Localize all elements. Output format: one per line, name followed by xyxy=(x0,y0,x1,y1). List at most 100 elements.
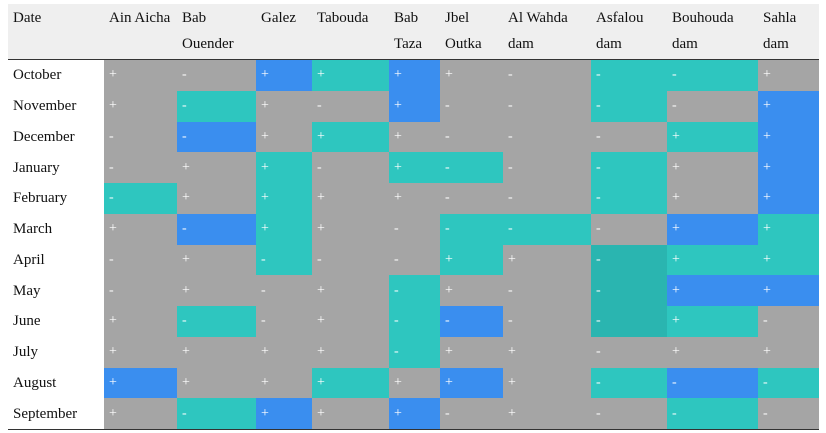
table-cell: - xyxy=(312,90,389,122)
table-cell: - xyxy=(591,183,667,214)
row-date-label: March xyxy=(8,213,104,245)
table-cell: - xyxy=(177,90,256,122)
table-cell: + xyxy=(667,121,758,153)
table-cell: - xyxy=(591,90,667,122)
table-cell: - xyxy=(758,306,819,337)
table-cell: - xyxy=(591,398,667,430)
table-cell: - xyxy=(503,59,591,91)
table-cell: + xyxy=(256,213,312,245)
row-date-label: December xyxy=(8,121,104,153)
table-cell: + xyxy=(177,336,256,368)
table-cell: + xyxy=(312,275,389,306)
table-cell: - xyxy=(256,275,312,306)
table-cell: + xyxy=(440,59,503,91)
table-cell: + xyxy=(389,90,440,122)
row-date-label: February xyxy=(8,183,104,214)
row-date-label: May xyxy=(8,275,104,306)
table-cell: + xyxy=(177,183,256,214)
row-date-label: November xyxy=(8,90,104,122)
table-cell: - xyxy=(389,213,440,245)
table-cell: - xyxy=(503,152,591,183)
table-cell: + xyxy=(312,367,389,399)
table-cell: + xyxy=(758,244,819,276)
table-cell: + xyxy=(256,121,312,153)
table-cell: + xyxy=(389,59,440,91)
table-cell: + xyxy=(667,213,758,245)
table-cell: + xyxy=(256,398,312,430)
table-cell: + xyxy=(440,367,503,399)
table-cell: + xyxy=(256,90,312,122)
table-cell: - xyxy=(503,121,591,153)
table-cell: - xyxy=(667,59,758,91)
table-header: Date Ain Aicha Bab Ouender Galez Tabouda Bab … xyxy=(8,4,819,60)
table-cell: + xyxy=(104,90,177,122)
column-header: Bouhouda dam xyxy=(667,4,758,60)
column-header: Galez xyxy=(256,4,312,60)
table-cell: + xyxy=(440,275,503,306)
table-cell: + xyxy=(503,367,591,399)
table-cell: - xyxy=(440,306,503,337)
table-cell: - xyxy=(758,367,819,399)
table-cell: - xyxy=(104,275,177,306)
table-row: November + - + - + - - - - + xyxy=(8,90,819,122)
table-row: July + + + + - + + - + + xyxy=(8,336,819,368)
table-cell: + xyxy=(389,367,440,399)
table-cell: + xyxy=(256,183,312,214)
table-cell: + xyxy=(389,398,440,430)
table-cell: - xyxy=(104,244,177,276)
table-cell: + xyxy=(758,59,819,91)
table-body: October + - + + + + - - - + November + - + - + - - - - + Decem… xyxy=(8,59,819,430)
table-cell: + xyxy=(104,367,177,399)
table-cell: + xyxy=(177,152,256,183)
table-cell: + xyxy=(104,213,177,245)
table-cell: - xyxy=(177,213,256,245)
table-cell: + xyxy=(758,183,819,214)
table-cell: + xyxy=(667,152,758,183)
table-cell: - xyxy=(389,306,440,337)
table-cell: + xyxy=(312,121,389,153)
table-cell: - xyxy=(177,59,256,91)
table-cell: - xyxy=(312,152,389,183)
table-cell: + xyxy=(312,213,389,245)
table-cell: + xyxy=(503,244,591,276)
row-date-label: July xyxy=(8,336,104,368)
table-cell: + xyxy=(667,183,758,214)
table-cell: - xyxy=(591,152,667,183)
row-date-label: September xyxy=(8,398,104,430)
table-cell: - xyxy=(256,244,312,276)
table-cell: - xyxy=(503,213,591,245)
table-cell: + xyxy=(256,59,312,91)
column-header: Ain Aicha xyxy=(104,4,177,60)
table-cell: + xyxy=(758,90,819,122)
table-cell: + xyxy=(758,336,819,368)
table-cell: - xyxy=(104,183,177,214)
table-cell: - xyxy=(440,152,503,183)
table-cell: - xyxy=(256,306,312,337)
table-row: April - + - - - + + - + + xyxy=(8,244,819,276)
table-cell: - xyxy=(591,367,667,399)
column-header: Asfalou dam xyxy=(591,4,667,60)
table-row: January - + + - + - - - + + xyxy=(8,152,819,183)
row-date-label: April xyxy=(8,244,104,276)
table-row: December - - + + + - - - + + xyxy=(8,121,819,153)
table-cell: - xyxy=(389,244,440,276)
column-header: Sahla dam xyxy=(758,4,819,60)
table-cell: - xyxy=(667,398,758,430)
table-cell: - xyxy=(440,213,503,245)
table-cell: - xyxy=(177,306,256,337)
table-cell: - xyxy=(591,306,667,337)
table-cell: - xyxy=(591,275,667,306)
table-cell: - xyxy=(503,90,591,122)
table-cell: - xyxy=(440,121,503,153)
column-header: Jbel Outka xyxy=(440,4,503,60)
row-date-label: August xyxy=(8,367,104,399)
column-header: Bab Taza xyxy=(389,4,440,60)
table-cell: + xyxy=(389,121,440,153)
table-cell: + xyxy=(440,336,503,368)
table-cell: + xyxy=(312,306,389,337)
table-cell: - xyxy=(503,306,591,337)
table-cell: - xyxy=(503,183,591,214)
table-cell: + xyxy=(256,367,312,399)
table-cell: - xyxy=(591,213,667,245)
table-row: May - + - + - + - - + + xyxy=(8,275,819,306)
